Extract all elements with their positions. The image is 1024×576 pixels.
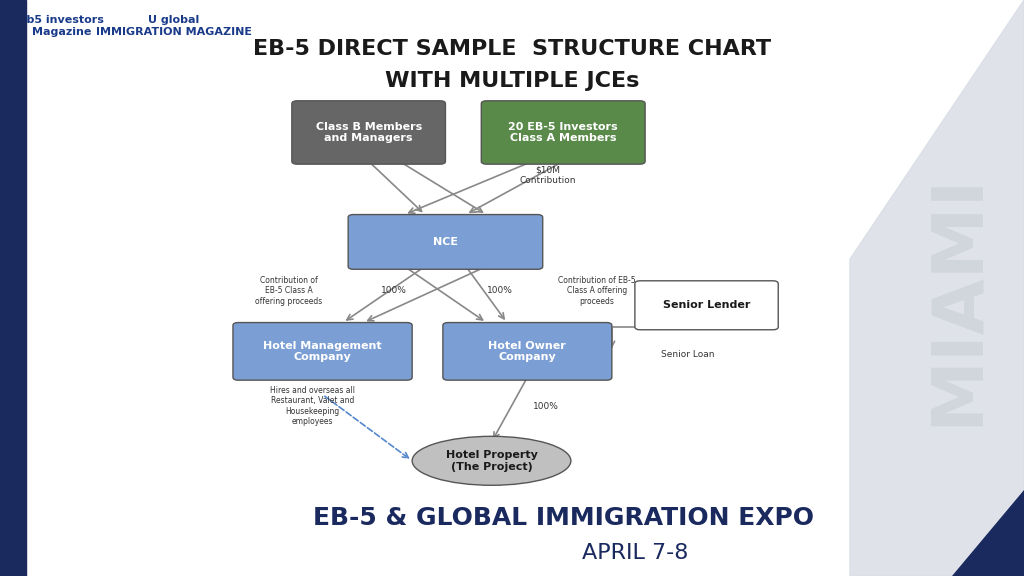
Text: NCE: NCE bbox=[433, 237, 458, 247]
Text: EB-5 & GLOBAL IMMIGRATION EXPO: EB-5 & GLOBAL IMMIGRATION EXPO bbox=[312, 506, 814, 530]
Text: MIAMI: MIAMI bbox=[923, 173, 992, 426]
Text: Hires and overseas all
Restaurant, Valet and
Housekeeping
employees: Hires and overseas all Restaurant, Valet… bbox=[269, 386, 355, 426]
Text: Contribution of EB-5
Class A offering
proceeds: Contribution of EB-5 Class A offering pr… bbox=[558, 276, 636, 306]
FancyBboxPatch shape bbox=[232, 323, 412, 380]
Polygon shape bbox=[850, 0, 1024, 576]
Text: EB-5 DIRECT SAMPLE  STRUCTURE CHART: EB-5 DIRECT SAMPLE STRUCTURE CHART bbox=[253, 39, 771, 59]
Text: Hotel Owner
Company: Hotel Owner Company bbox=[488, 340, 566, 362]
Text: APRIL 7-8: APRIL 7-8 bbox=[582, 543, 688, 563]
FancyBboxPatch shape bbox=[481, 101, 645, 164]
Text: 100%: 100% bbox=[532, 401, 559, 411]
Text: Hotel Management
Company: Hotel Management Company bbox=[263, 340, 382, 362]
Text: Contribution of
EB-5 Class A
offering proceeds: Contribution of EB-5 Class A offering pr… bbox=[255, 276, 323, 306]
Text: eb5 investors
Magazine: eb5 investors Magazine bbox=[19, 15, 103, 37]
Text: $10M
Contribution: $10M Contribution bbox=[519, 166, 577, 185]
Text: Senior Loan: Senior Loan bbox=[662, 350, 715, 359]
Text: U global
IMMIGRATION MAGAZINE: U global IMMIGRATION MAGAZINE bbox=[96, 15, 252, 37]
FancyBboxPatch shape bbox=[348, 215, 543, 270]
Text: 20 EB-5 Investors
Class A Members: 20 EB-5 Investors Class A Members bbox=[508, 122, 618, 143]
Bar bbox=[0, 0, 26, 576]
Text: 100%: 100% bbox=[486, 286, 513, 295]
FancyBboxPatch shape bbox=[442, 323, 612, 380]
Polygon shape bbox=[952, 490, 1024, 576]
Ellipse shape bbox=[412, 437, 571, 485]
Text: Class B Members
and Managers: Class B Members and Managers bbox=[315, 122, 422, 143]
FancyBboxPatch shape bbox=[292, 101, 445, 164]
Text: Hotel Property
(The Project): Hotel Property (The Project) bbox=[445, 450, 538, 472]
FancyBboxPatch shape bbox=[635, 281, 778, 329]
Text: 100%: 100% bbox=[381, 286, 408, 295]
Text: WITH MULTIPLE JCEs: WITH MULTIPLE JCEs bbox=[385, 71, 639, 90]
Text: Senior Lender: Senior Lender bbox=[663, 300, 751, 310]
